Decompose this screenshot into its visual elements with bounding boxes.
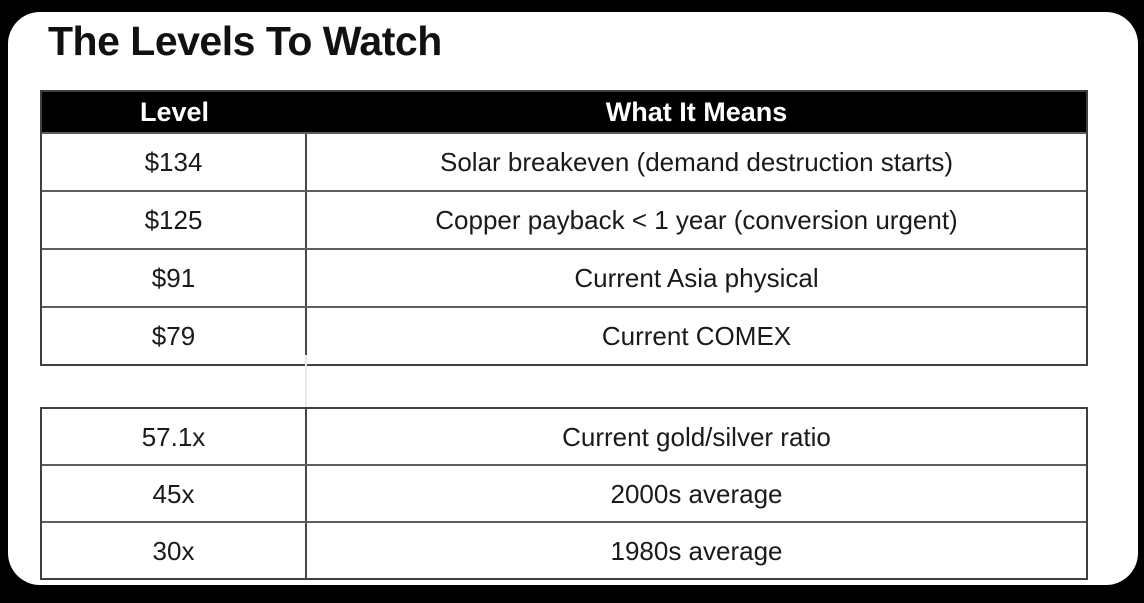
ratio-value: 45x — [42, 466, 307, 521]
level-meaning: Copper payback < 1 year (conversion urge… — [435, 205, 958, 235]
table-header-row: Level What It Means — [42, 92, 1086, 132]
price-levels-table: Level What It Means $134 Solar breakeven… — [40, 90, 1088, 366]
table-row: 57.1x Current gold/silver ratio — [42, 409, 1086, 464]
table-row: $91 Current Asia physical — [42, 248, 1086, 306]
level-value: $134 — [42, 134, 307, 190]
table-row: 30x 1980s average — [42, 521, 1086, 578]
ratio-meaning: Current gold/silver ratio — [562, 421, 831, 452]
table-row: $79 Current COMEX — [42, 306, 1086, 364]
level-value: $79 — [42, 308, 307, 364]
level-value: $91 — [42, 250, 307, 306]
level-meaning: Solar breakeven (demand destruction star… — [439, 147, 954, 177]
content-card: The Levels To Watch Level What It Means … — [8, 12, 1138, 585]
column-header-meaning: What It Means — [605, 96, 788, 127]
ratio-meaning: 2000s average — [610, 478, 783, 509]
table-row: 45x 2000s average — [42, 464, 1086, 521]
level-meaning: Current Asia physical — [574, 263, 819, 293]
table-row: $125 Copper payback < 1 year (conversion… — [42, 190, 1086, 248]
ratio-value: 30x — [42, 523, 307, 578]
level-meaning: Current COMEX — [601, 321, 792, 351]
column-header-level: Level — [139, 96, 210, 127]
ratio-meaning: 1980s average — [610, 535, 783, 566]
column-divider-ghost — [305, 355, 307, 407]
ratio-value: 57.1x — [42, 409, 307, 464]
level-value: $125 — [42, 192, 307, 248]
page-title: The Levels To Watch — [48, 18, 442, 64]
gold-silver-ratio-table: 57.1x Current gold/silver ratio 45x 2000… — [40, 407, 1088, 580]
table-row: $134 Solar breakeven (demand destruction… — [42, 132, 1086, 190]
